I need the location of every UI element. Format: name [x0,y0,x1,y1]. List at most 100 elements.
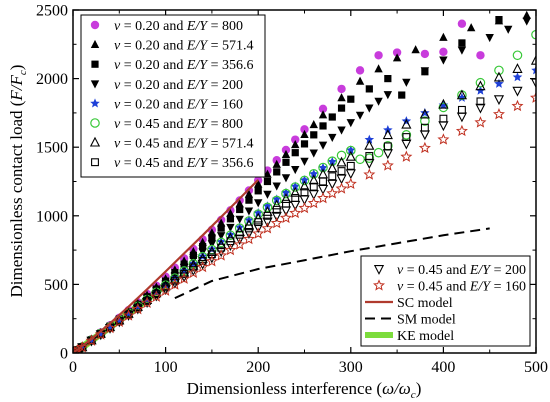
data-point-nu-0-45-and-e-y-200 [336,174,347,185]
legend-marker [90,39,100,48]
data-point-nu-0-20-and-e-y-200 [300,157,309,166]
data-point-nu-0-20-and-e-y-356-6 [208,233,216,242]
data-point-nu-0-45-and-e-y-200 [290,200,301,211]
data-point-nu-0-20-and-e-y-800 [392,48,402,57]
data-point-nu-0-45-and-e-y-571-4 [364,139,375,150]
data-point-nu-0-20-and-e-y-356-6 [273,168,281,176]
data-point-nu-0-20-and-e-y-200 [216,232,226,241]
data-point-nu-0-20-and-e-y-200 [439,56,448,65]
data-point-nu-0-45-and-e-y-571-4 [336,156,347,167]
data-point-nu-0-20-and-e-y-160 [346,145,356,155]
legend-entry-nu-0-20-and-e-y-200: ν = 0.20 and E/Y = 200 [90,78,243,93]
data-point-nu-0-20-and-e-y-800 [355,66,365,75]
data-point-nu-0-20-and-e-y-160 [494,78,504,88]
data-point-nu-0-20-and-e-y-356-6 [310,131,318,139]
data-point-nu-0-45-and-e-y-200 [280,206,292,217]
legend-marker [89,136,101,147]
data-point-nu-0-45-and-e-y-160 [261,222,274,234]
x-axis-title: Dimensionless interference (ω/ωc) [187,379,422,401]
data-point-nu-0-20-and-e-y-356-6 [236,205,244,214]
data-point-nu-0-45-and-e-y-160 [122,309,135,321]
legend-entry-nu-0-45-and-e-y-160: ν = 0.45 and E/Y = 160 [373,279,526,295]
legend-marker [90,20,100,30]
data-point-nu-0-45-and-e-y-160 [335,182,348,194]
data-point-nu-0-45-and-e-y-160 [363,168,376,180]
data-point-nu-0-45-and-e-y-571-4 [493,71,505,82]
x-tick-label: 400 [431,359,455,376]
data-point-nu-0-45-and-e-y-571-4 [299,180,310,191]
data-point-nu-0-45-and-e-y-200 [234,235,245,246]
data-point-nu-0-20-and-e-y-200 [291,166,300,175]
legend-label: ν = 0.20 and E/Y = 800 [114,19,243,34]
data-point-nu-0-45-and-e-y-160 [187,266,200,278]
data-point-nu-0-45-and-e-y-160 [381,159,394,171]
data-point-nu-0-45-and-e-y-800 [364,153,375,163]
data-point-nu-0-20-and-e-y-571-4 [374,64,383,73]
data-point-nu-0-45-and-e-y-160 [178,272,191,284]
data-point-nu-0-20-and-e-y-356-6 [300,140,309,148]
data-point-nu-0-20-and-e-y-200 [522,17,531,26]
data-point-nu-0-45-and-e-y-160 [298,201,311,214]
data-point-nu-0-20-and-e-y-356-6 [217,224,225,232]
series-sm-model [174,227,490,300]
data-point-nu-0-20-and-e-y-800 [374,51,383,60]
data-point-nu-0-45-and-e-y-356-6 [346,161,355,170]
data-point-nu-0-20-and-e-y-356-6 [291,149,299,157]
data-point-nu-0-45-and-e-y-160 [492,107,505,120]
legend-bottom-right-items: ν = 0.45 and E/Y = 200 ν = 0.45 and E/Y =… [365,263,526,344]
legend-marker [91,158,99,167]
legend-marker [373,265,385,275]
legend-label: ν = 0.45 and E/Y = 356.6 [114,156,253,171]
legend-entry-nu-0-45-and-e-y-800: ν = 0.45 and E/Y = 800 [90,117,243,132]
series-line-sc-model [73,179,259,353]
legend-entry-nu-0-20-and-e-y-356-6: ν = 0.20 and E/Y = 356.6 [91,58,253,73]
data-point-nu-0-45-and-e-y-200 [475,103,486,114]
x-tick-label: 500 [524,359,548,376]
data-point-nu-0-20-and-e-y-571-4 [244,189,254,198]
data-point-nu-0-45-and-e-y-160 [511,99,524,112]
data-point-nu-0-45-and-e-y-800 [355,154,365,165]
data-point-nu-0-45-and-e-y-200 [512,86,523,97]
y-tick-label: 0 [60,346,68,363]
legend-entry-sc-model: SC model [365,296,453,311]
legend-label: KE model [397,329,454,344]
data-point-nu-0-45-and-e-y-356-6 [328,172,337,181]
data-point-nu-0-45-and-e-y-356-6 [272,205,281,214]
data-point-nu-0-45-and-e-y-200 [299,195,310,206]
legend-label: ν = 0.45 and E/Y = 160 [397,280,526,295]
legend-marker [90,118,100,128]
x-tick-label: 200 [246,359,270,376]
data-point-nu-0-45-and-e-y-160 [317,191,330,204]
data-point-nu-0-45-and-e-y-200 [401,139,412,150]
data-point-nu-0-45-and-e-y-800 [271,195,282,206]
data-point-nu-0-45-and-e-y-160 [529,91,536,103]
data-point-nu-0-45-and-e-y-160 [270,216,283,229]
data-point-nu-0-20-and-e-y-356-6 [189,251,197,259]
data-point-nu-0-20-and-e-y-160 [364,134,375,144]
data-point-nu-0-45-and-e-y-571-4 [271,199,282,210]
data-point-nu-0-45-and-e-y-160 [344,177,357,190]
data-point-nu-0-20-and-e-y-800 [291,135,300,144]
data-point-nu-0-45-and-e-y-571-4 [327,162,338,173]
legend-entry-nu-0-20-and-e-y-160: ν = 0.20 and E/Y = 160 [90,97,243,112]
data-point-nu-0-20-and-e-y-200 [383,91,393,100]
legend-label: ν = 0.20 and E/Y = 356.6 [114,58,253,73]
data-point-nu-0-45-and-e-y-200 [530,78,536,89]
data-point-nu-0-20-and-e-y-200 [420,67,430,76]
y-tick-label: 1500 [36,140,68,157]
data-point-nu-0-45-and-e-y-571-4 [290,186,301,197]
data-point-nu-0-20-and-e-y-200 [355,111,365,120]
data-point-nu-0-20-and-e-y-200 [328,133,337,143]
data-point-nu-0-45-and-e-y-800 [345,145,356,156]
data-point-nu-0-45-and-e-y-200 [197,259,208,270]
legend-marker [90,98,100,108]
data-point-nu-0-45-and-e-y-200 [419,130,430,141]
data-point-nu-0-45-and-e-y-356-6 [319,177,327,186]
data-point-nu-0-45-and-e-y-800 [216,237,226,248]
data-point-nu-0-20-and-e-y-800 [337,84,346,94]
data-point-nu-0-45-and-e-y-800 [475,77,486,88]
data-point-nu-0-45-and-e-y-160 [85,334,98,346]
data-point-nu-0-20-and-e-y-200 [281,174,291,183]
data-point-nu-0-45-and-e-y-800 [234,223,245,233]
data-point-nu-0-20-and-e-y-356-6 [365,85,373,93]
